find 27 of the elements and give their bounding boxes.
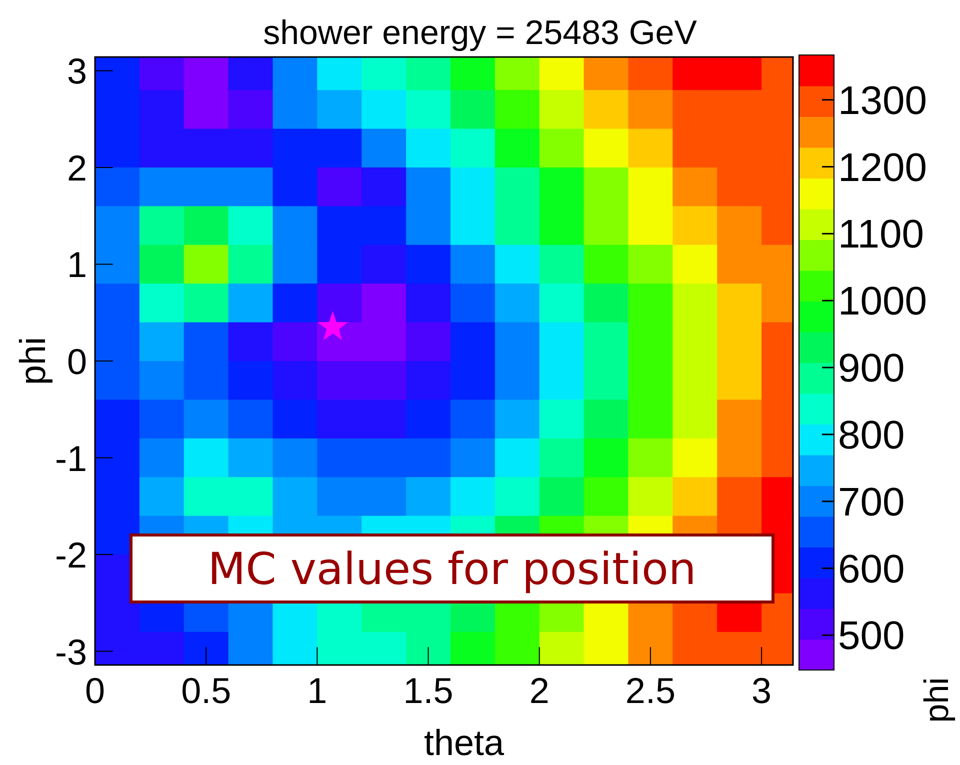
color-bar-label: 900 [838,346,905,391]
x-tick-label: 1 [307,670,328,711]
x-tick-label: 1.5 [403,670,454,711]
x-axis-title: theta [424,722,506,763]
color-bar-label: 800 [838,413,905,458]
annotation: MC values for position [208,544,696,595]
x-tick-label: 2.5 [625,670,676,711]
color-bar-label: 500 [838,614,905,658]
color-bar-label: 600 [838,547,905,592]
color-bar-label: 1100 [838,212,924,257]
y-tick-label: -3 [54,631,87,672]
color-bar-label: 1200 [838,146,927,190]
y-tick-label: 1 [66,244,87,286]
color-bar-label: 1300 [838,78,927,123]
y-tick-label: 3 [66,50,87,92]
y-tick-label: 2 [66,147,87,188]
y-axis-title: phi [12,336,53,386]
y-tick-label: -1 [54,438,87,479]
x-tick-label: 2 [529,670,550,711]
color-bar-label: 1000 [838,280,927,324]
x-tick-label: 3 [752,670,772,711]
color-bar-label: 700 [838,480,905,524]
x-tick-label: 0.5 [181,670,232,711]
color-bar-title: phi [918,677,956,723]
chart-title: shower energy = 25483 GeV [263,14,698,52]
y-tick-label: -2 [54,534,87,576]
y-tick-label: 0 [66,341,87,382]
